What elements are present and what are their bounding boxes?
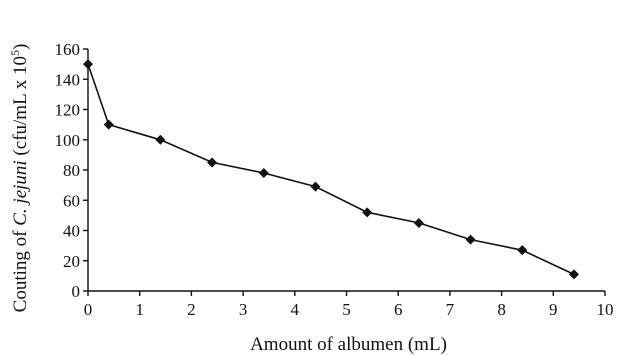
x-tick-label: 5	[342, 300, 351, 319]
data-point-diamond	[465, 234, 476, 245]
y-axis-title: Couting of C. jejuni (cfu/mL x 105)	[8, 44, 31, 313]
data-point-diamond	[310, 181, 321, 192]
data-point-diamond	[207, 157, 218, 168]
data-point-diamond	[103, 119, 114, 130]
axes: 0 20 40 60 80 100 120 140 160 0 1 2 3 4 5 6 7 8 9 10	[55, 40, 614, 319]
data-point-diamond	[83, 59, 93, 70]
series-line	[87, 63, 575, 276]
y-axis-title-prefix: Couting of	[10, 226, 31, 313]
x-tick-label: 2	[187, 300, 196, 319]
x-tick-label: 1	[135, 300, 144, 319]
y-tick-label: 120	[55, 101, 81, 120]
x-axis-title: Amount of albumen (mL)	[250, 334, 447, 355]
y-tick-label: 160	[55, 40, 81, 59]
y-tick-label: 100	[55, 131, 81, 150]
x-tick-label: 8	[497, 300, 506, 319]
x-tick-label: 0	[84, 300, 93, 319]
axis-titles: Amount of albumen (mL) Couting of C. jeju…	[8, 44, 447, 355]
y-tick-label: 60	[63, 191, 80, 210]
series-layer	[83, 59, 579, 280]
x-tick-label: 3	[239, 300, 248, 319]
y-tick-label: 40	[63, 222, 80, 241]
y-tick-label: 0	[72, 282, 81, 301]
y-axis-title-close: )	[10, 44, 31, 50]
x-tick-label: 4	[291, 300, 300, 319]
x-tick-label: 7	[446, 300, 455, 319]
y-tick-label: 140	[55, 70, 81, 89]
x-tick-label: 9	[549, 300, 558, 319]
data-point-diamond	[155, 134, 166, 145]
y-axis-title-unit: (cfu/mL x 10	[10, 56, 31, 160]
x-tick-label: 6	[394, 300, 403, 319]
y-tick-label: 20	[63, 252, 80, 271]
data-point-diamond	[362, 207, 373, 218]
y-tick-label: 80	[63, 161, 80, 180]
y-axis-title-species: C. jejuni	[10, 160, 31, 225]
data-point-diamond	[413, 217, 424, 228]
x-tick-label: 10	[597, 300, 614, 319]
data-point-diamond	[568, 269, 579, 280]
data-point-diamond	[258, 168, 269, 179]
y-axis-title-superscript: 5	[8, 50, 22, 56]
data-point-diamond	[517, 245, 528, 256]
